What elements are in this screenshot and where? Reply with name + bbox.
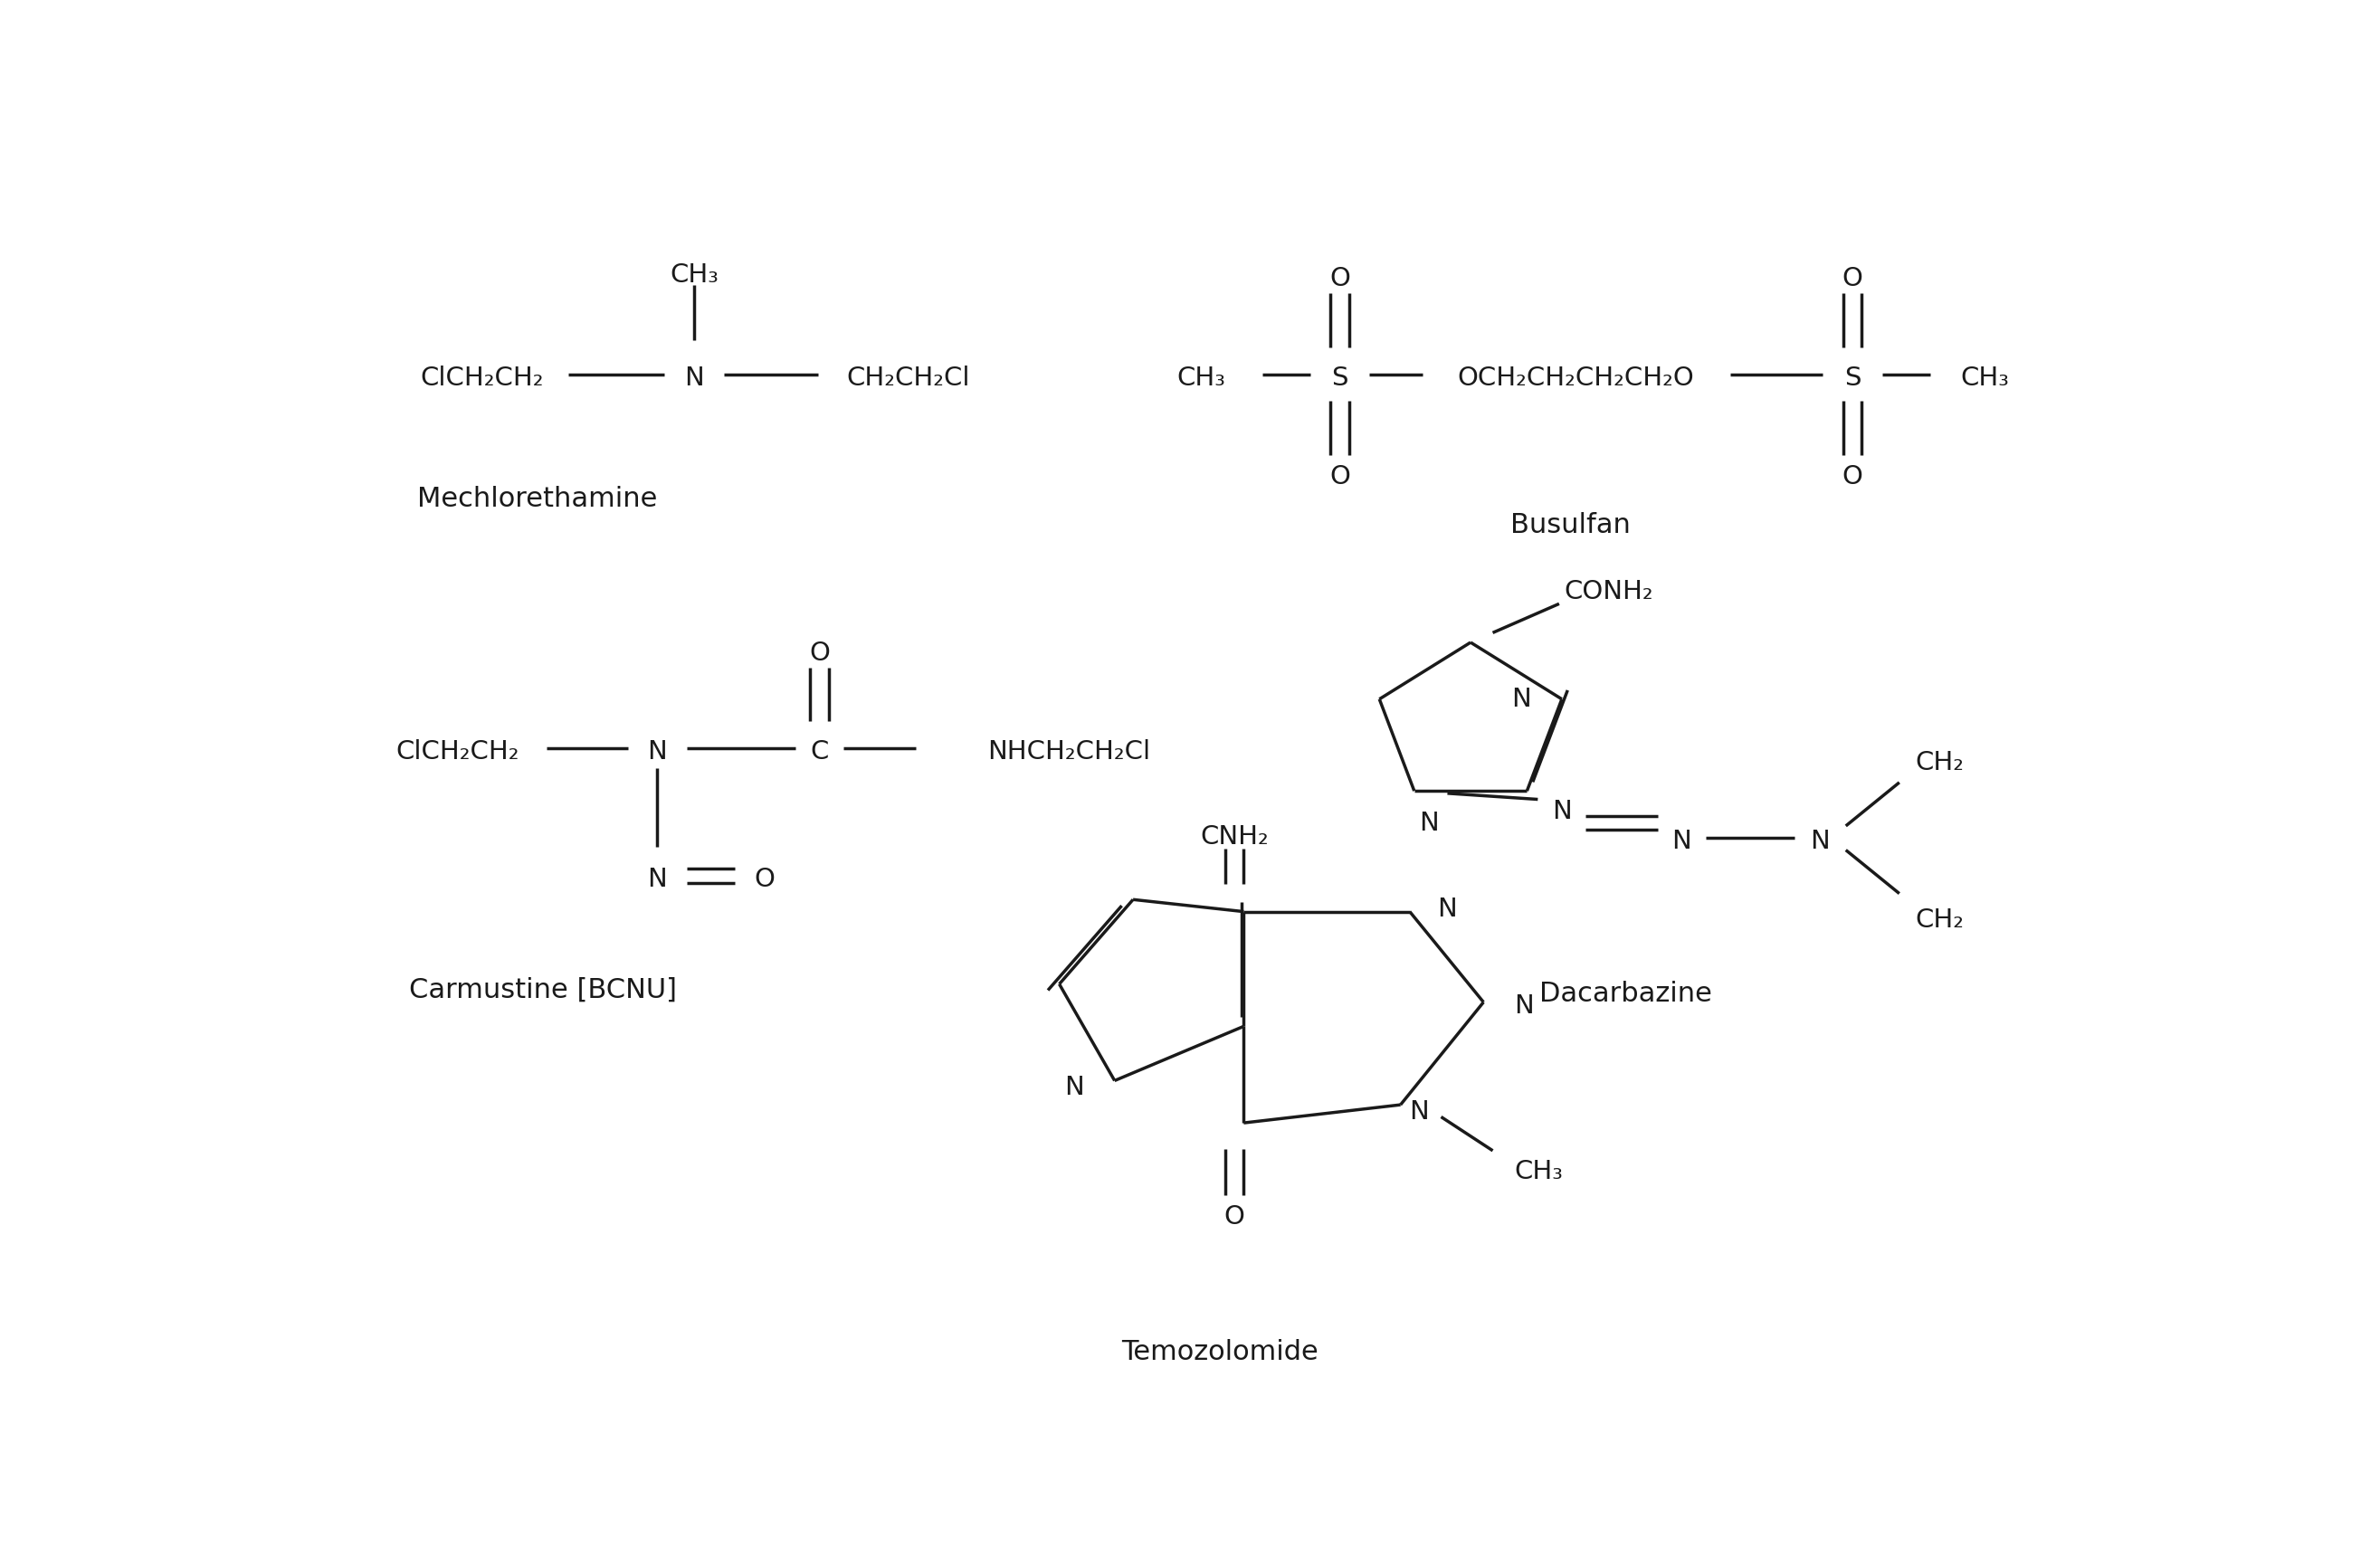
Text: N: N	[647, 867, 666, 892]
Text: N: N	[1064, 1075, 1083, 1100]
Text: C: C	[809, 740, 828, 765]
Text: N: N	[1511, 686, 1530, 711]
Text: N: N	[647, 740, 666, 765]
Text: Temozolomide: Temozolomide	[1121, 1338, 1319, 1365]
Text: CH₂: CH₂	[1916, 751, 1964, 776]
Text: CH₃: CH₃	[1514, 1158, 1564, 1183]
Text: O: O	[809, 641, 831, 666]
Text: O: O	[1223, 1203, 1245, 1229]
Text: CH₃: CH₃	[669, 263, 719, 288]
Text: Mechlorethamine: Mechlorethamine	[416, 486, 657, 511]
Text: O: O	[754, 867, 774, 892]
Text: S: S	[1844, 365, 1861, 390]
Text: ClCH₂CH₂: ClCH₂CH₂	[395, 740, 519, 765]
Text: CH₂CH₂Cl: CH₂CH₂Cl	[847, 365, 969, 390]
Text: N: N	[1552, 798, 1571, 824]
Text: N: N	[683, 365, 704, 390]
Text: CH₂: CH₂	[1916, 907, 1964, 932]
Text: Dacarbazine: Dacarbazine	[1540, 979, 1711, 1006]
Text: OCH₂CH₂CH₂CH₂O: OCH₂CH₂CH₂CH₂O	[1457, 365, 1695, 390]
Text: ClCH₂CH₂: ClCH₂CH₂	[421, 365, 543, 390]
Text: O: O	[1842, 464, 1864, 489]
Text: N: N	[1409, 1098, 1428, 1124]
Text: N: N	[1438, 896, 1457, 921]
Text: N: N	[1418, 810, 1440, 835]
Text: CONH₂: CONH₂	[1564, 578, 1654, 603]
Text: CH₃: CH₃	[1178, 365, 1226, 390]
Text: N: N	[1671, 829, 1692, 854]
Text: S: S	[1330, 365, 1347, 390]
Text: CH₃: CH₃	[1961, 365, 2009, 390]
Text: NHCH₂CH₂Cl: NHCH₂CH₂Cl	[988, 740, 1150, 765]
Text: N: N	[1514, 992, 1535, 1019]
Text: O: O	[1330, 266, 1349, 291]
Text: CNH₂: CNH₂	[1200, 824, 1269, 849]
Text: O: O	[1842, 266, 1864, 291]
Text: Busulfan: Busulfan	[1509, 512, 1630, 537]
Text: N: N	[1811, 829, 1830, 854]
Text: O: O	[1330, 464, 1349, 489]
Text: Carmustine [BCNU]: Carmustine [BCNU]	[409, 976, 676, 1003]
